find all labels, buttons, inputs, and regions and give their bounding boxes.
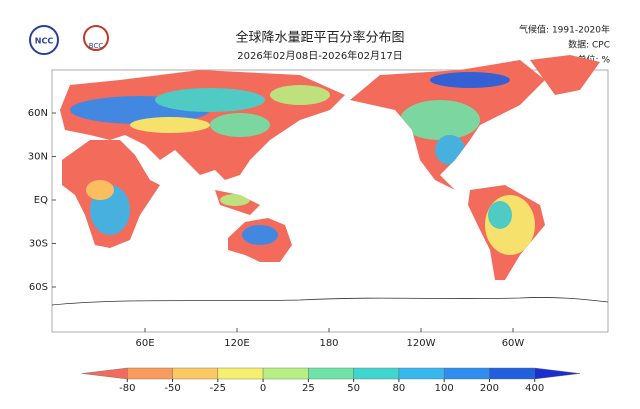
colorbar-segment bbox=[262, 367, 309, 380]
colorbar-segment bbox=[172, 367, 219, 380]
colorbar-label: 0 bbox=[260, 383, 266, 394]
anomaly-patches bbox=[70, 72, 535, 255]
logo-ncc bbox=[29, 25, 59, 55]
lat-label: 30N bbox=[28, 152, 48, 163]
antarctica-coast bbox=[51, 297, 609, 306]
colorbar-label: -25 bbox=[210, 383, 226, 394]
subtitle: 2026年02月08日-2026年02月17日 bbox=[237, 49, 402, 62]
colorbar-segment bbox=[308, 367, 354, 380]
colorbar-label: 400 bbox=[525, 383, 544, 394]
colorbar-label: 100 bbox=[435, 383, 454, 394]
lon-label: 60E bbox=[135, 338, 154, 349]
info: 数据: CPC bbox=[568, 39, 610, 51]
lat-label: 60N bbox=[28, 108, 48, 119]
colorbar-segment bbox=[489, 367, 535, 380]
logos: NCC BCC bbox=[29, 25, 109, 55]
lat-label: 30S bbox=[29, 239, 48, 250]
colorbar-label: 25 bbox=[302, 383, 315, 394]
colorbar-segment bbox=[81, 367, 128, 380]
logo-bcc bbox=[83, 25, 109, 51]
logo-text: BCC bbox=[89, 42, 104, 50]
logo-text: NCC bbox=[35, 37, 54, 46]
lat-label: EQ bbox=[34, 195, 48, 206]
title: 全球降水量距平百分率分布图 bbox=[235, 30, 404, 46]
colorbar-segment bbox=[443, 367, 490, 380]
colorbar-segment bbox=[127, 367, 173, 380]
colorbar-segment bbox=[353, 367, 400, 380]
colorbar-label: -50 bbox=[164, 383, 180, 394]
lon-label: 60W bbox=[502, 338, 525, 349]
lon-label: 120E bbox=[224, 338, 249, 349]
colorbar-label: 50 bbox=[347, 383, 360, 394]
colorbar-segment bbox=[398, 367, 445, 380]
colorbar-segment bbox=[534, 367, 581, 380]
lon-label: 180 bbox=[319, 338, 338, 349]
colorbar-label: 200 bbox=[480, 383, 499, 394]
info: 气候值: 1991-2020年 bbox=[519, 24, 610, 36]
colorbar-label: 80 bbox=[393, 383, 406, 394]
lon-label: 120W bbox=[407, 338, 436, 349]
colorbar-label: -80 bbox=[119, 383, 135, 394]
lat-label: 60S bbox=[29, 282, 48, 293]
colorbar-segment bbox=[217, 367, 264, 380]
